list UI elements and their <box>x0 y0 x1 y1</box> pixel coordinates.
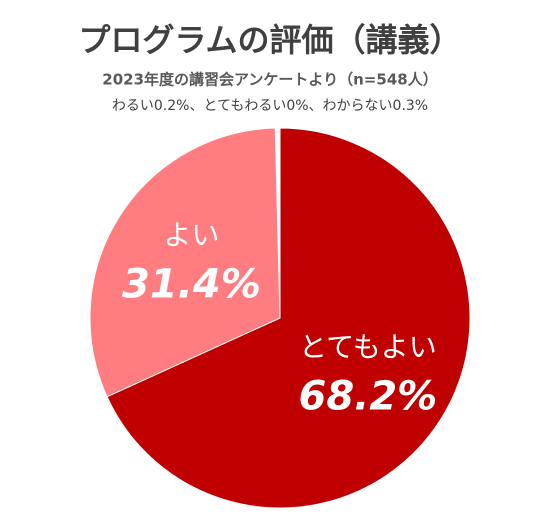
slice-label: とてもよい <box>299 331 437 364</box>
value-label: 31.4% <box>122 262 261 308</box>
value-label: 68.2% <box>298 374 437 420</box>
annotation: わるい0.2%、とてもわるい0%、わからない0.3% <box>112 98 428 114</box>
pie-slice <box>89 127 281 398</box>
chart-title: プログラムの評価（講義） <box>78 21 461 59</box>
pie-slice <box>106 127 471 509</box>
chart-subtitle: 2023年度の講習会アンケートより（n=548人） <box>102 71 437 89</box>
slice-label: よい <box>163 219 219 252</box>
